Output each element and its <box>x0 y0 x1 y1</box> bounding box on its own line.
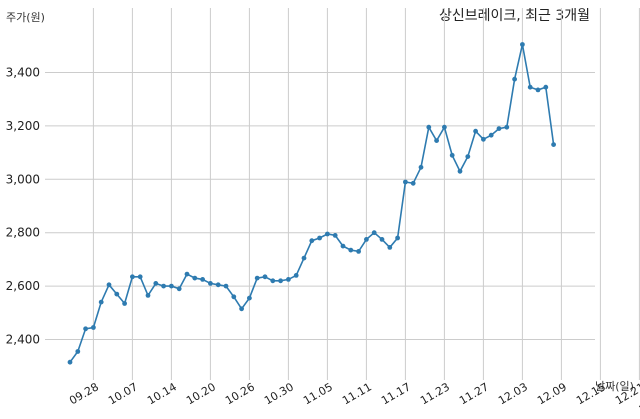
data-point <box>231 294 237 300</box>
data-point <box>457 168 463 174</box>
data-point <box>98 299 104 305</box>
x-tick-label: 10.30 <box>262 380 296 407</box>
x-axis-label: 날짜(일) <box>595 379 634 393</box>
data-point <box>551 142 556 148</box>
data-point <box>286 277 291 282</box>
x-tick-label: 11.05 <box>301 380 335 407</box>
y-tick-label: 2,600 <box>6 279 40 293</box>
data-point <box>340 243 346 249</box>
data-point <box>512 76 517 82</box>
data-point <box>83 326 88 332</box>
x-tick-label: 11.11 <box>340 380 374 407</box>
data-point <box>348 247 354 253</box>
data-point <box>356 249 361 254</box>
data-point <box>192 275 198 281</box>
x-tick-label: 11.23 <box>418 380 452 407</box>
y-tick-label: 3,000 <box>6 172 40 186</box>
data-point <box>293 273 299 278</box>
y-tick-label: 3,400 <box>6 66 40 80</box>
data-point <box>153 281 159 286</box>
data-point <box>449 152 455 158</box>
y-tick-label: 3,200 <box>6 119 40 133</box>
data-point <box>301 255 307 261</box>
data-point <box>403 179 408 185</box>
data-point <box>371 230 377 236</box>
data-point <box>223 283 229 289</box>
data-point <box>184 271 190 277</box>
grid <box>45 8 640 380</box>
price-series-line <box>69 44 555 363</box>
y-axis-ticks: 2,400 2,600 2,800 3,000 3,200 3,400 <box>6 66 40 347</box>
data-point <box>395 235 400 241</box>
data-point <box>473 128 478 134</box>
data-point <box>106 282 112 288</box>
data-point <box>75 349 81 354</box>
data-point <box>176 286 182 292</box>
data-point <box>387 245 393 250</box>
data-point <box>309 238 315 244</box>
x-tick-label: 10.07 <box>106 380 140 407</box>
x-tick-label: 10.20 <box>184 380 218 407</box>
data-point <box>161 283 167 289</box>
data-point <box>137 274 143 280</box>
y-tick-label: 2,400 <box>6 333 40 347</box>
data-point <box>169 283 174 289</box>
data-point <box>527 84 533 90</box>
data-point <box>496 126 502 131</box>
y-tick-label: 2,800 <box>6 226 40 240</box>
x-tick-label: 11.17 <box>379 380 413 407</box>
x-tick-label: 11.27 <box>457 380 491 407</box>
data-point <box>434 138 439 144</box>
data-point <box>481 136 486 142</box>
price-points <box>67 42 556 365</box>
data-point <box>145 293 151 298</box>
data-point <box>130 274 135 280</box>
data-point <box>465 154 471 160</box>
data-point <box>254 275 260 281</box>
x-tick-label: 10.26 <box>223 380 257 407</box>
chart-title: 상신브레이크, 최근 3개월 <box>439 8 590 24</box>
data-point <box>278 278 283 284</box>
data-point <box>332 233 338 238</box>
data-point <box>67 359 73 365</box>
x-axis-ticks: 09.28 10.07 10.14 10.20 10.26 10.30 11.05 11.11… <box>67 380 640 416</box>
data-point <box>364 237 369 242</box>
data-point <box>325 231 330 237</box>
data-point <box>91 325 96 330</box>
data-point <box>270 278 276 284</box>
x-tick-label: 10.14 <box>145 380 179 407</box>
data-point <box>426 124 432 130</box>
data-point <box>200 277 206 282</box>
data-point <box>122 301 127 306</box>
y-axis-label: 주가(원) <box>6 11 45 24</box>
data-point <box>442 124 447 130</box>
x-tick-label: 09.28 <box>67 380 101 407</box>
data-point <box>317 235 322 241</box>
x-tick-label: 12.03 <box>496 380 530 407</box>
x-tick-label: 12.15 <box>574 380 608 407</box>
data-point <box>543 84 549 90</box>
data-point <box>239 306 245 312</box>
data-point <box>215 282 221 288</box>
data-point <box>488 132 494 138</box>
data-point <box>208 281 213 286</box>
data-point <box>504 124 510 130</box>
data-point <box>262 274 268 280</box>
data-point <box>379 237 385 242</box>
data-point <box>418 164 424 170</box>
data-point <box>410 180 416 186</box>
data-point <box>247 295 252 301</box>
data-point <box>114 291 120 297</box>
data-point <box>535 87 541 93</box>
data-point <box>520 42 525 47</box>
x-tick-label: 12.09 <box>535 380 569 407</box>
